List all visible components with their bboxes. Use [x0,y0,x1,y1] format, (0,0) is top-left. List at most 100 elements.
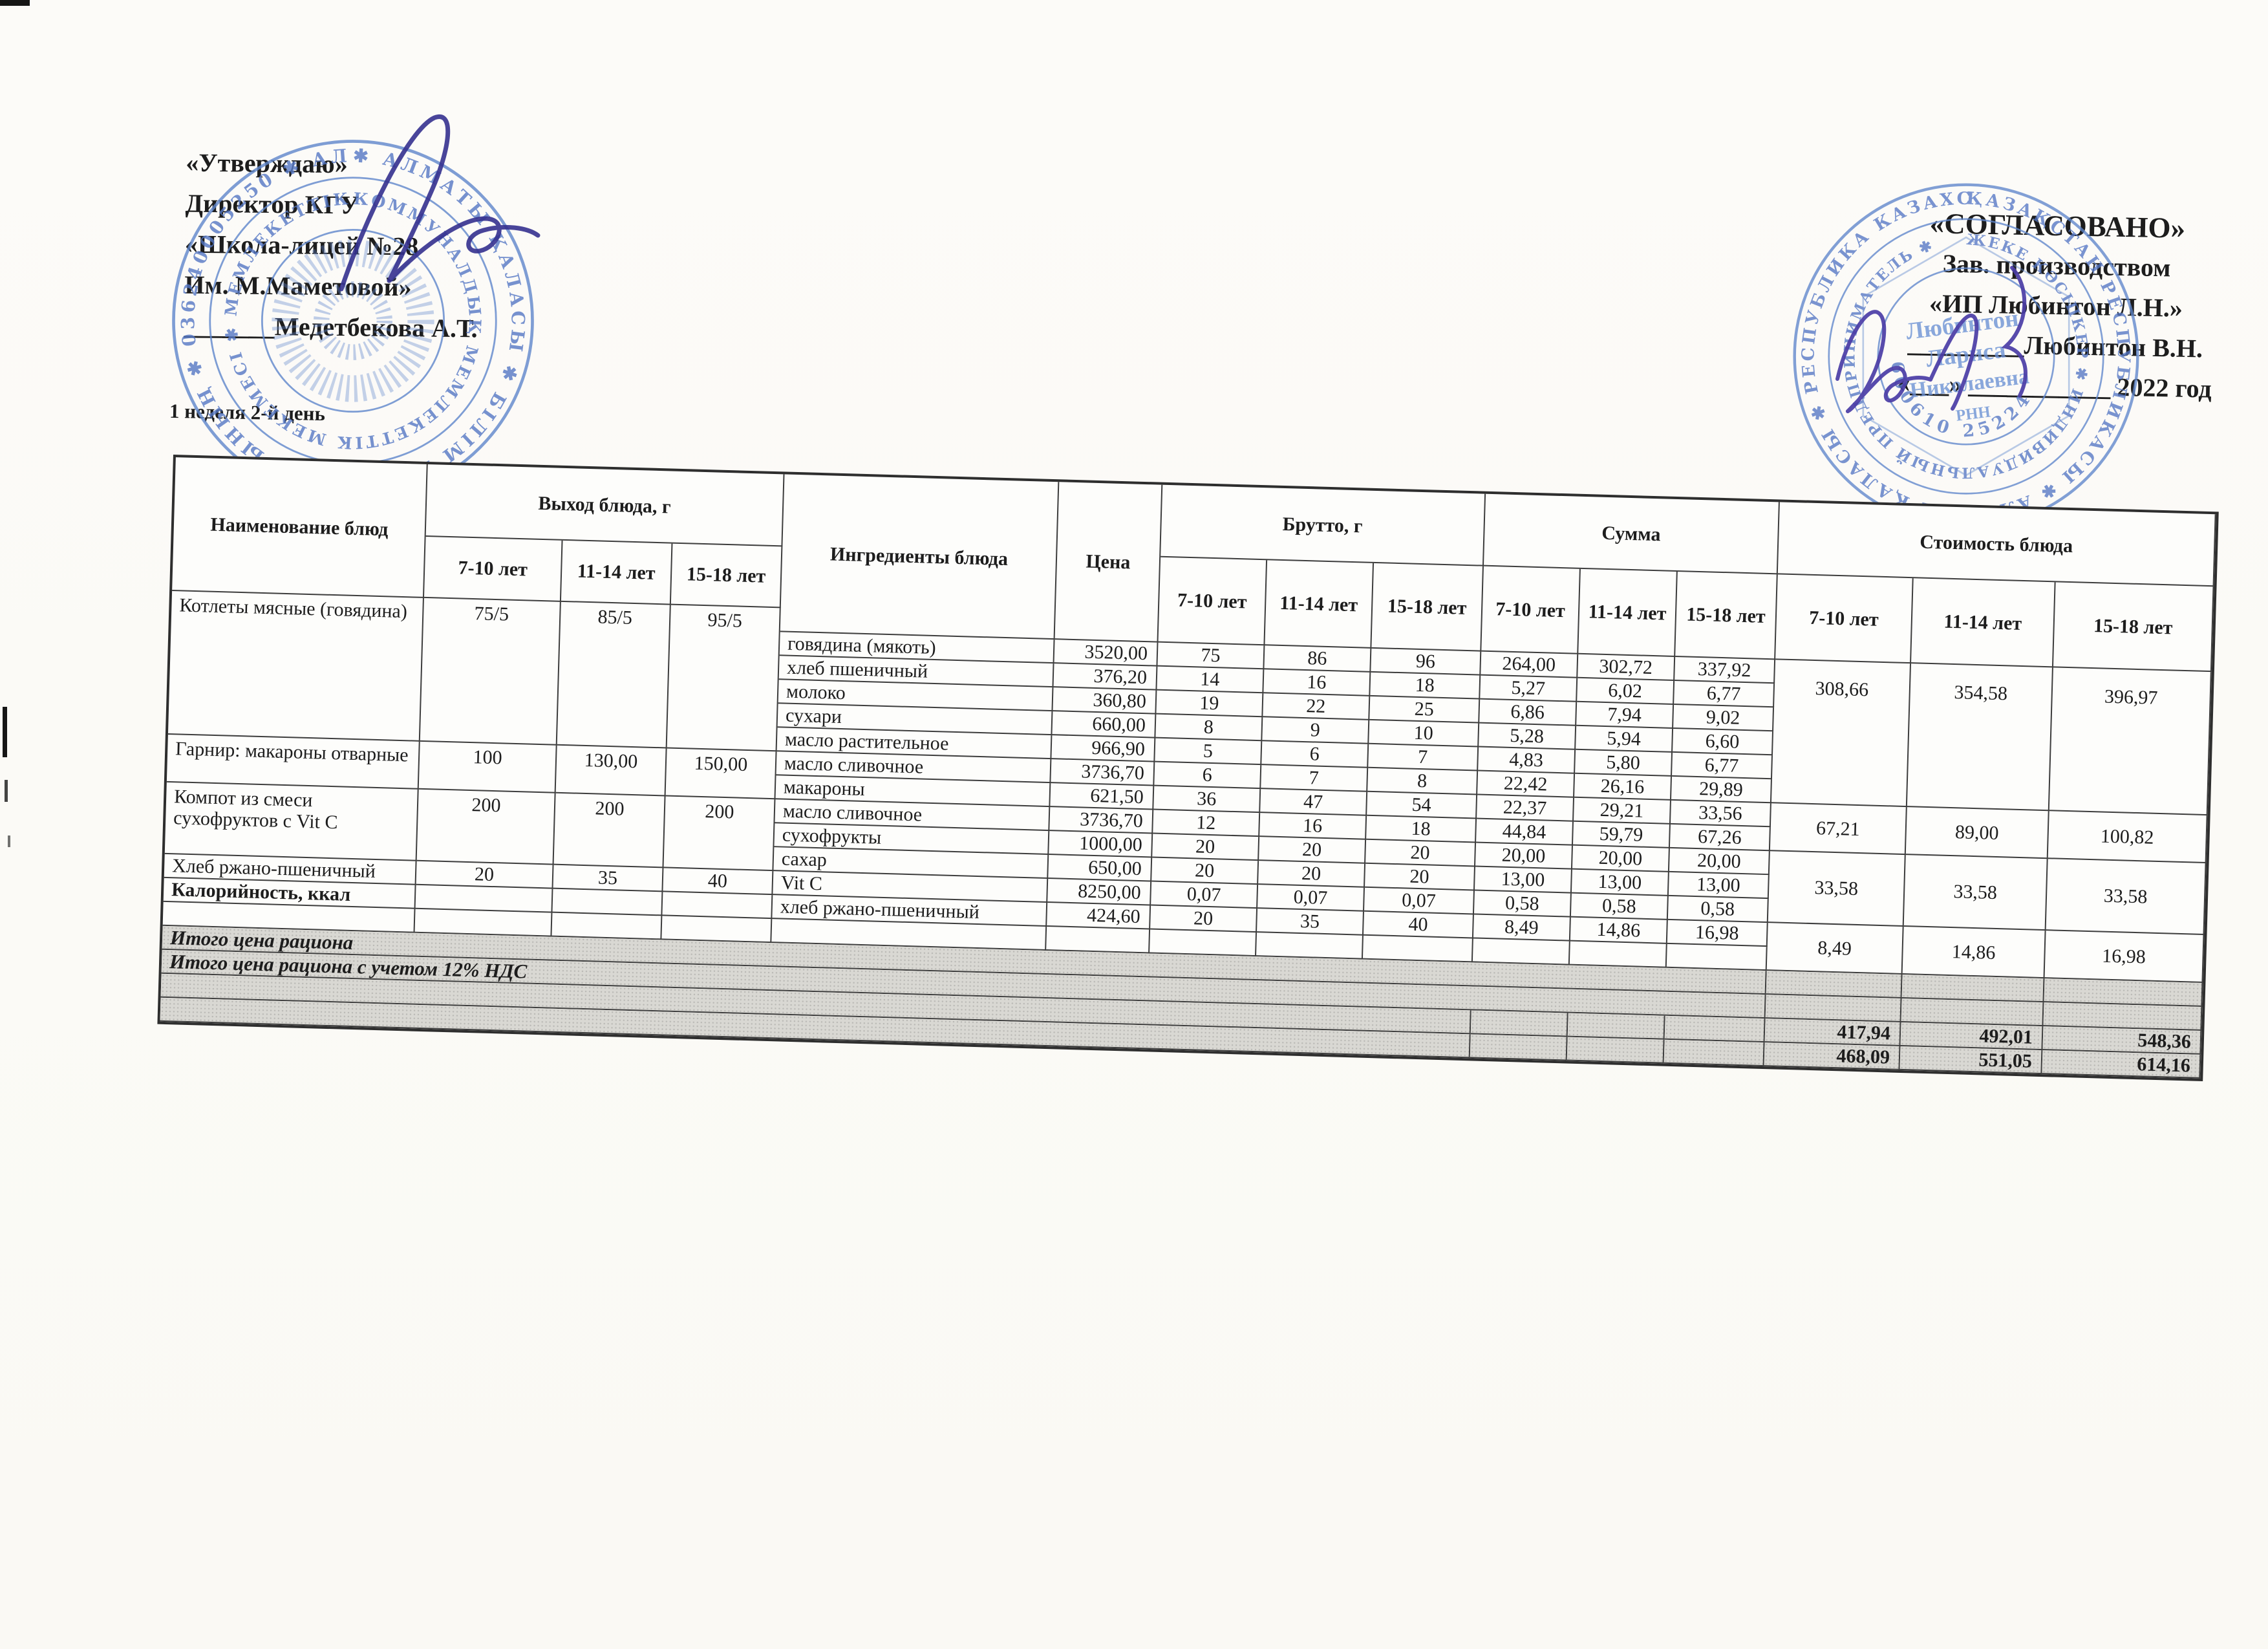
scan-artifact [5,780,8,802]
yield-cell: 200 [553,793,666,868]
total-value-cell: 417,94 [1764,1018,1901,1046]
cost-cell: 33,58 [1768,851,1906,927]
brutto-cell: 10 [1369,720,1480,748]
column-header-age: 11-14 лет [561,540,673,605]
empty-cell [1766,971,1903,998]
sum-cell: 6,77 [1672,752,1773,780]
school-stamp: ✱ АЛМАТЫ ҚАЛАСЫ ✱ БІЛІМ БАСҚАРМАСЫНЫҢ ✱ … [159,127,534,502]
price-cell: 966,90 [1051,735,1156,762]
brutto-cell: 9 [1262,717,1370,744]
stamp-emblem-rays [272,239,434,402]
empty-cell [1472,938,1570,965]
empty-cell [551,912,663,940]
sum-cell: 16,98 [1667,920,1768,947]
column-header-ingredients: Ингредиенты блюда [780,474,1060,640]
yield-cell: 130,00 [555,745,667,797]
cost-cell: 354,58 [1907,663,2053,812]
brutto-cell: 22 [1263,693,1371,720]
sum-cell: 20,00 [1475,843,1573,870]
brutto-cell: 20 [1365,863,1475,891]
empty-cell [1470,1034,1568,1061]
brutto-cell: 18 [1370,672,1481,700]
yield-cell [552,889,663,916]
empty-cell [1901,998,2044,1027]
sum-cell: 14,86 [1570,917,1668,944]
menu-table: Наименование блюд Выход блюда, г 7-10 ле… [157,455,2219,1082]
sum-cell: 9,02 [1673,704,1775,732]
sum-cell: 337,92 [1674,656,1776,684]
cost-cell: 16,98 [2044,931,2205,983]
cost-cell: 89,00 [1905,807,2049,859]
sum-cell: 29,89 [1671,776,1772,804]
yield-cell: 100 [418,741,557,793]
yield-cell: 35 [553,865,664,892]
price-cell: 8250,00 [1047,879,1152,906]
sum-cell: 4,83 [1478,747,1576,774]
cost-cell: 8,49 [1766,923,1904,975]
stamp-rnn-label: РНН [1955,403,1992,424]
yield-cell: 200 [663,796,776,872]
brutto-cell: 8 [1155,714,1263,742]
column-header-yield-group: Выход блюда, г [425,464,785,547]
sum-cell: 6,60 [1673,728,1774,756]
sum-cell: 5,80 [1575,749,1673,777]
brutto-cell: 35 [1257,909,1364,936]
brutto-cell: 86 [1264,645,1372,673]
yield-cell: 95/5 [667,605,781,752]
empty-cell [1567,1037,1665,1064]
scan-artifact [0,0,30,6]
scan-artifact [8,835,10,847]
empty-cell [1765,995,1902,1022]
column-header-age: 7-10 лет [423,536,563,602]
brutto-cell: 20 [1258,861,1366,888]
column-header-age: 7-10 лет [1481,566,1581,654]
brutto-cell: 40 [1363,911,1474,939]
column-header-sum-group: Сумма [1483,493,1780,575]
price-cell: 3736,70 [1051,759,1155,786]
sum-cell: 6,02 [1577,678,1675,705]
column-header-age: 15-18 лет [2053,582,2214,673]
brutto-cell: 25 [1369,696,1481,724]
yield-cell [415,885,553,913]
column-header-price: Цена [1054,482,1163,643]
column-header-age: 15-18 лет [1371,563,1484,652]
sum-cell: 44,84 [1476,819,1574,846]
column-header-age: 11-14 лет [1265,560,1375,649]
sum-cell: 20,00 [1669,848,1770,876]
sum-cell: 26,16 [1574,773,1673,801]
brutto-cell: 75 [1157,642,1265,670]
cost-cell: 33,58 [1903,855,2048,931]
empty-cell [1362,935,1473,963]
empty-cell [1046,927,1151,954]
brutto-cell: 54 [1367,792,1478,819]
price-cell: 360,80 [1053,687,1157,715]
empty-cell [1150,929,1257,957]
sum-cell: 5,27 [1480,675,1578,702]
brutto-cell: 16 [1263,669,1371,696]
brutto-cell: 47 [1260,789,1368,816]
brutto-cell: 20 [1259,837,1367,864]
brutto-cell: 20 [1365,839,1477,867]
sum-cell: 0,58 [1570,893,1669,920]
sum-cell: 13,00 [1668,872,1770,900]
brutto-cell: 12 [1153,810,1261,837]
total-value-cell: 468,09 [1764,1042,1901,1070]
brutto-cell: 5 [1155,738,1263,766]
price-cell: 376,20 [1053,663,1158,691]
sum-cell: 22,37 [1477,795,1575,822]
cost-cell: 67,21 [1770,803,1907,856]
empty-cell [1470,1010,1568,1037]
column-header-age: 15-18 лет [670,543,783,609]
director-signature [339,114,540,292]
yield-cell: 75/5 [420,598,561,746]
cost-cell: 33,58 [2046,859,2207,936]
sum-cell: 5,28 [1479,723,1577,750]
cost-cell: 396,97 [2049,667,2212,816]
sum-cell: 5,94 [1576,726,1674,753]
column-header-age: 11-14 лет [1578,568,1678,657]
yield-cell: 40 [663,868,774,896]
producer-signature [1835,266,2027,413]
sum-cell: 8,49 [1473,914,1571,942]
column-header-cost-group: Стоимость блюда [1777,502,2216,587]
brutto-cell: 0,07 [1364,887,1475,915]
